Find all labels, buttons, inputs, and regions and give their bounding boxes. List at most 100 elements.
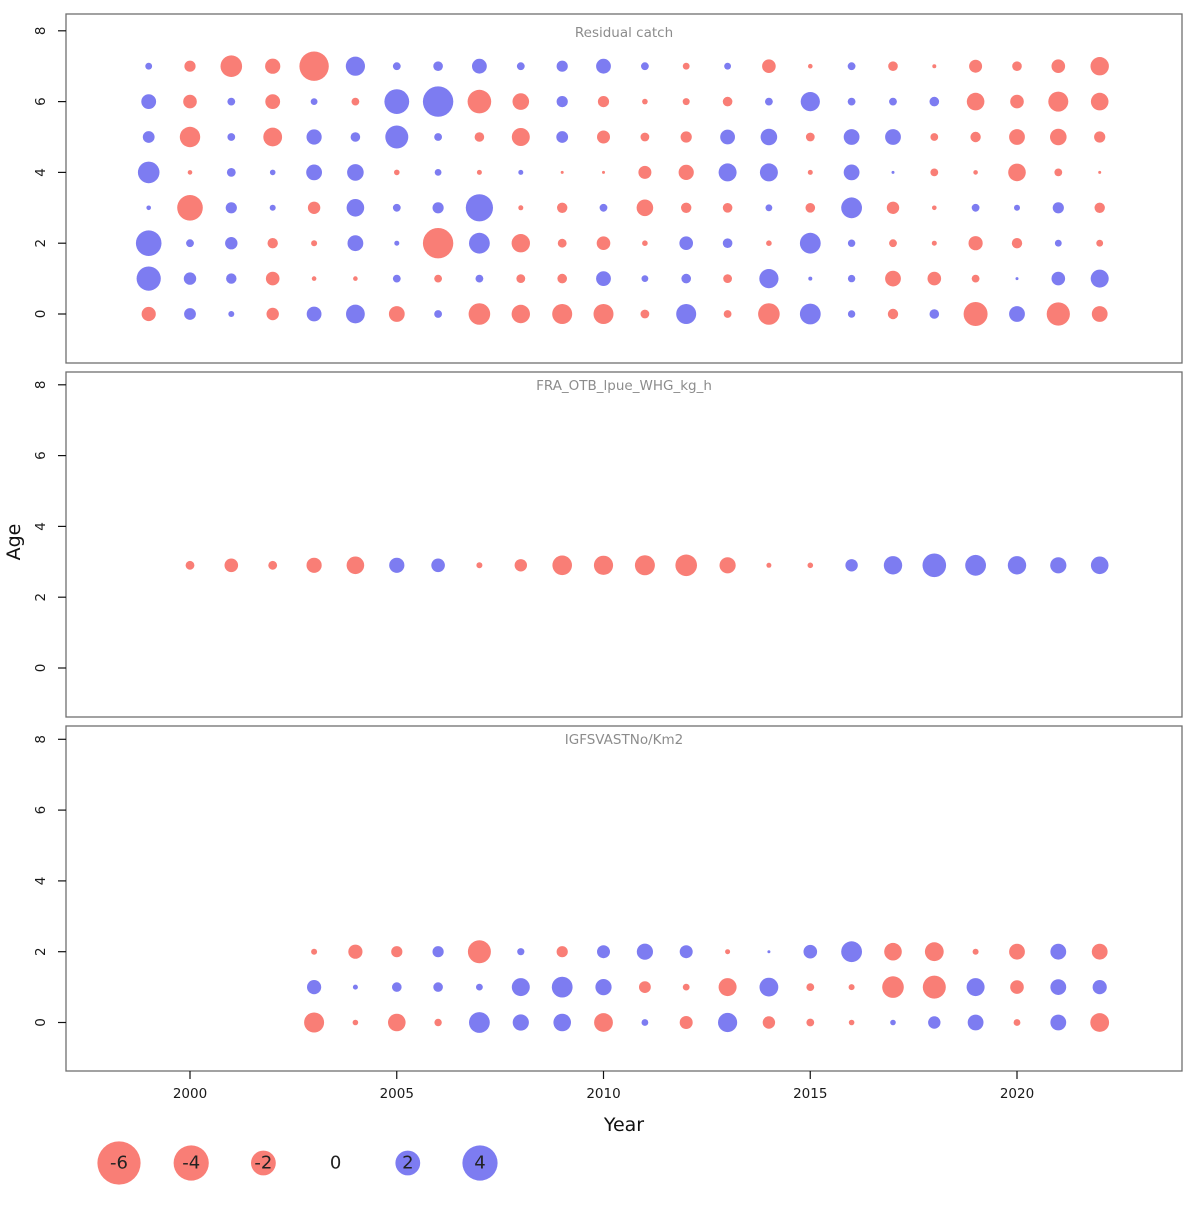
residual-bubble bbox=[799, 303, 821, 325]
residual-bubble bbox=[638, 165, 652, 179]
legend-value-label: 4 bbox=[474, 1153, 485, 1174]
residual-bubble bbox=[762, 59, 776, 73]
residual-bubble bbox=[433, 982, 443, 992]
residual-bubble bbox=[929, 96, 940, 107]
residual-bubble bbox=[766, 562, 772, 568]
residual-bubble bbox=[385, 125, 409, 149]
residual-bubble bbox=[186, 239, 194, 248]
residual-bubble bbox=[224, 558, 239, 573]
residual-bubble bbox=[1090, 269, 1109, 288]
residual-bubble bbox=[145, 62, 153, 70]
y-tick-label: 6 bbox=[33, 806, 49, 815]
residual-bubble bbox=[394, 240, 400, 246]
residual-bubble bbox=[146, 205, 151, 211]
residual-bubble bbox=[847, 310, 856, 318]
residual-bubble bbox=[299, 51, 329, 81]
residual-bubble bbox=[765, 204, 773, 212]
residual-bubble bbox=[431, 558, 445, 573]
residual-bubble bbox=[965, 554, 986, 576]
residual-bubble bbox=[758, 303, 780, 325]
residual-bubble bbox=[1090, 56, 1109, 76]
residual-bubble bbox=[971, 203, 980, 212]
residual-bubble bbox=[1015, 277, 1019, 281]
residual-bubble bbox=[347, 164, 364, 181]
residual-bubble bbox=[265, 94, 281, 109]
residual-bubble bbox=[719, 557, 736, 574]
residual-bubble bbox=[1091, 306, 1108, 322]
residual-bubble bbox=[434, 310, 442, 318]
x-tick-label: 2015 bbox=[793, 1086, 827, 1102]
residual-bubble bbox=[642, 240, 648, 246]
residual-bubble bbox=[678, 164, 694, 180]
residual-bubble bbox=[843, 129, 860, 145]
residual-bubble bbox=[135, 230, 162, 256]
x-axis-title: Year bbox=[603, 1114, 644, 1136]
residual-bubble bbox=[1096, 239, 1104, 247]
residual-bubble bbox=[1054, 239, 1062, 247]
residual-bubble bbox=[434, 169, 442, 176]
residual-bubble bbox=[1048, 91, 1069, 112]
residual-bubble bbox=[640, 309, 650, 319]
residual-bubble bbox=[725, 949, 731, 955]
residual-bubble bbox=[847, 97, 856, 106]
residual-bubble bbox=[1094, 131, 1106, 143]
residual-bubble bbox=[467, 940, 491, 964]
residual-bubble bbox=[476, 562, 483, 569]
residual-bubble bbox=[187, 170, 193, 175]
residual-bubble bbox=[306, 306, 322, 322]
residual-bubble bbox=[722, 238, 733, 248]
residual-bubble bbox=[843, 164, 860, 181]
legend-value-label: 0 bbox=[330, 1153, 341, 1174]
residual-bubble bbox=[348, 944, 363, 959]
residual-bubble bbox=[841, 941, 862, 963]
residual-bubble bbox=[517, 948, 525, 956]
residual-bubble bbox=[682, 62, 690, 70]
residual-bubble bbox=[467, 89, 492, 114]
residual-bubble bbox=[432, 946, 444, 958]
residual-bubble bbox=[1052, 202, 1064, 214]
residual-bubble bbox=[803, 944, 818, 959]
panel-frame bbox=[65, 13, 1183, 364]
residual-bubble bbox=[929, 309, 940, 319]
residual-bubble bbox=[800, 92, 820, 112]
residual-bubble bbox=[807, 562, 814, 569]
residual-bubble bbox=[511, 234, 530, 253]
residual-bubble bbox=[311, 240, 318, 247]
y-tick-label: 4 bbox=[33, 168, 49, 177]
residual-bubble bbox=[887, 308, 899, 320]
residual-bubble bbox=[597, 96, 610, 108]
residual-bubble bbox=[1050, 943, 1067, 960]
residual-bubble bbox=[141, 306, 156, 322]
residual-bubble bbox=[722, 96, 733, 107]
residual-bubble bbox=[596, 58, 611, 74]
residual-bubble bbox=[432, 202, 444, 214]
residual-bubble bbox=[556, 946, 568, 958]
residual-bubble bbox=[724, 62, 731, 70]
residual-bubble bbox=[434, 274, 442, 283]
legend-value-label: -2 bbox=[254, 1153, 272, 1174]
residual-bubble bbox=[722, 203, 733, 213]
residual-bubble bbox=[1090, 1013, 1110, 1032]
residual-bubble bbox=[306, 557, 322, 573]
residual-bubble bbox=[1092, 980, 1107, 995]
residual-bubble bbox=[228, 311, 235, 317]
residual-bubble bbox=[311, 948, 318, 955]
residual-bubble bbox=[392, 274, 401, 283]
panel-title-igfs-vast-no-km2: IGFSVASTNo/Km2 bbox=[565, 732, 683, 748]
residual-bubble bbox=[179, 126, 201, 148]
residual-bubble bbox=[184, 60, 196, 72]
y-tick-label: 8 bbox=[33, 381, 49, 390]
residual-bubble bbox=[346, 199, 365, 217]
residual-bubble bbox=[1011, 238, 1023, 249]
residual-bubble bbox=[679, 1016, 693, 1029]
residual-bubble bbox=[476, 983, 483, 991]
residual-bubble bbox=[641, 275, 649, 282]
residual-bubble bbox=[1007, 556, 1027, 575]
residual-bubble bbox=[227, 97, 236, 106]
residual-bubble bbox=[468, 303, 491, 325]
residual-bubble bbox=[922, 975, 946, 999]
residual-bubble bbox=[930, 168, 939, 177]
y-tick-label: 8 bbox=[33, 735, 49, 744]
residual-bubble bbox=[641, 62, 649, 71]
residual-bubble bbox=[306, 164, 322, 181]
